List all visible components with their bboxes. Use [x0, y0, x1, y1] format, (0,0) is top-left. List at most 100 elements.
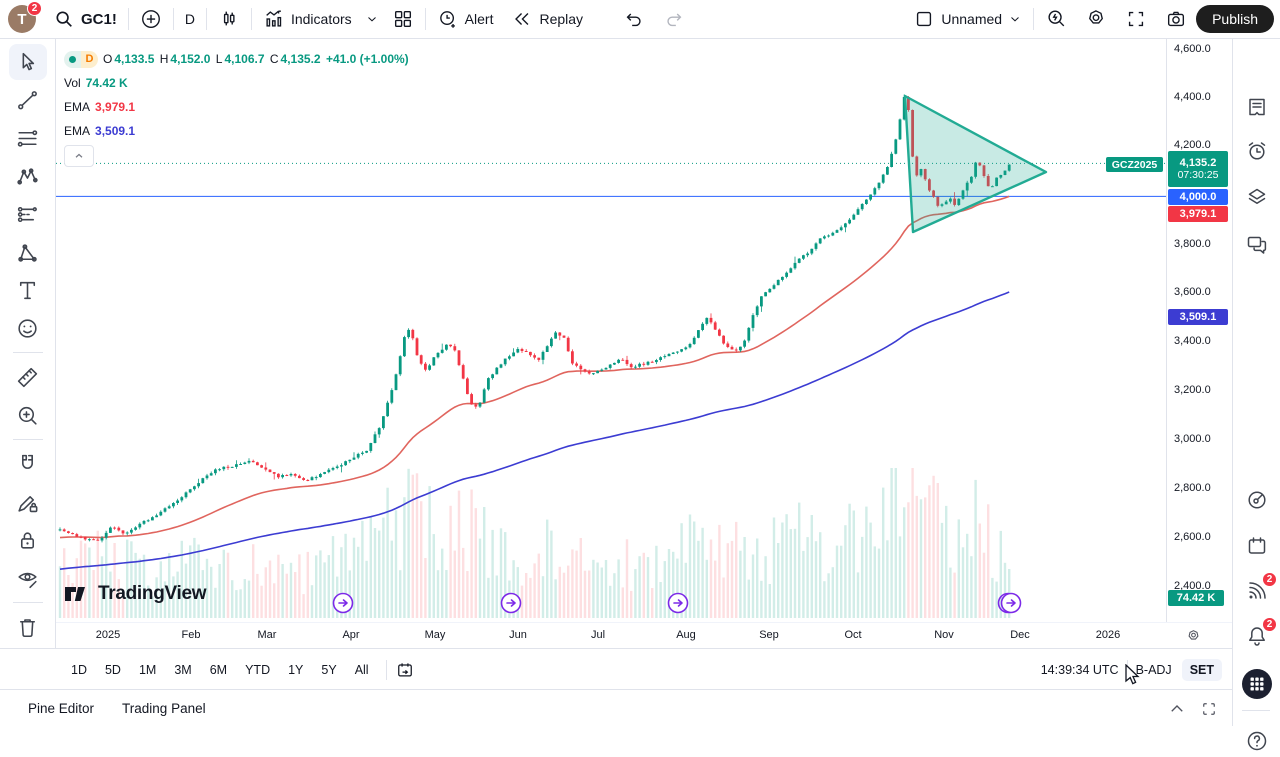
last-price-badge: 4,135.2 07:30:25: [1168, 151, 1228, 187]
time-tick: Oct: [844, 629, 861, 641]
tab-trading-panel[interactable]: Trading Panel: [122, 701, 206, 716]
legend-volume-row[interactable]: Vol 74.42 K: [64, 73, 411, 93]
fullscreen-button[interactable]: [1116, 4, 1156, 34]
time-tick: Nov: [934, 629, 954, 641]
text-tool[interactable]: [9, 272, 47, 308]
fullscreen-icon: [1125, 8, 1147, 30]
volume-badge-value: 74.42 K: [1177, 592, 1216, 604]
lock-all-drawings-tool[interactable]: [9, 522, 47, 558]
expand-panel-chevron-icon[interactable]: [1168, 700, 1186, 718]
measure-tool[interactable]: [9, 359, 47, 395]
clock-utc[interactable]: 14:39:34 UTC: [1041, 663, 1119, 677]
publish-button[interactable]: Publish: [1196, 5, 1274, 33]
drawing-mode-lock-tool[interactable]: [9, 484, 47, 520]
low-value: 4,106.7: [224, 52, 264, 66]
change-value: +41.0 (+1.00%): [326, 52, 409, 66]
legend-ema-slow-row[interactable]: EMA 3,509.1: [64, 121, 411, 141]
toolbar-separator: [206, 8, 207, 30]
screenshot-button[interactable]: [1156, 4, 1196, 34]
volume-badge: 74.42 K: [1168, 590, 1224, 606]
time-tick: Mar: [258, 629, 277, 641]
indicators-templates-dropdown[interactable]: [361, 4, 383, 34]
time-tick: Sep: [759, 629, 779, 641]
settings-button[interactable]: [1076, 4, 1116, 34]
cursor-tool[interactable]: [9, 44, 47, 80]
time-tick: May: [425, 629, 446, 641]
redo-button[interactable]: [654, 4, 694, 34]
help-icon[interactable]: [1241, 725, 1273, 757]
undo-button[interactable]: [614, 4, 654, 34]
xabcd-pattern-tool[interactable]: [9, 158, 47, 194]
range-button-5d[interactable]: 5D: [97, 659, 129, 681]
interval-label: D: [185, 11, 195, 27]
notifications-icon[interactable]: 2: [1241, 620, 1273, 652]
series-status-pill[interactable]: D: [64, 51, 98, 68]
price-tick: 2,600.0: [1174, 531, 1211, 543]
layout-grid-button[interactable]: [383, 4, 423, 34]
settlement-toggle[interactable]: SET: [1182, 659, 1222, 681]
high-value: 4,152.0: [170, 52, 210, 66]
user-avatar[interactable]: T 2: [8, 5, 36, 33]
axis-settings-gear-icon[interactable]: [1185, 628, 1202, 645]
range-button-3m[interactable]: 3M: [166, 659, 199, 681]
save-layout-button[interactable]: Unnamed: [904, 4, 1031, 34]
watchlist-icon[interactable]: [1241, 91, 1273, 123]
forecast-measure-tool[interactable]: [9, 196, 47, 232]
quick-search-button[interactable]: [1036, 4, 1076, 34]
apps-grid-button[interactable]: [1242, 669, 1272, 699]
chart-style-button[interactable]: [209, 4, 249, 34]
magnet-tool[interactable]: [9, 446, 47, 482]
indicators-button[interactable]: Indicators: [254, 4, 361, 34]
trendline-tool[interactable]: [9, 82, 47, 118]
price-axis[interactable]: 4,135.2 07:30:25 4,000.0 3,979.1 3,509.1…: [1166, 38, 1233, 622]
horizontal-line-price-badge: 4,000.0: [1168, 189, 1228, 205]
range-button-1m[interactable]: 1M: [131, 659, 164, 681]
remove-objects-tool[interactable]: [9, 609, 47, 645]
tradingview-logo-text: TradingView: [98, 583, 206, 605]
quick-search-icon: [1045, 8, 1067, 30]
toolbar-separator: [173, 8, 174, 30]
ema-fast-price-value: 3,979.1: [1180, 208, 1217, 220]
alerts-icon[interactable]: [1241, 135, 1273, 167]
zoom-in-tool[interactable]: [9, 397, 47, 433]
range-button-all[interactable]: All: [347, 659, 377, 681]
hide-drawings-tool[interactable]: [9, 560, 47, 596]
range-button-1d[interactable]: 1D: [63, 659, 95, 681]
streams-icon[interactable]: 2: [1241, 575, 1273, 607]
price-tick: 4,200.0: [1174, 139, 1211, 151]
legend-ema-fast-row[interactable]: EMA 3,979.1: [64, 97, 411, 117]
calendar-icon[interactable]: [1241, 530, 1273, 562]
tradingview-logo[interactable]: TradingView: [64, 583, 206, 605]
shapes-tool[interactable]: [9, 234, 47, 270]
legend-collapse-button[interactable]: [64, 145, 94, 167]
range-button-6m[interactable]: 6M: [202, 659, 235, 681]
camera-icon: [1165, 8, 1187, 30]
symbol-search-button[interactable]: GC1!: [44, 4, 126, 34]
object-tree-icon[interactable]: [1241, 181, 1273, 213]
tab-pine-editor[interactable]: Pine Editor: [28, 701, 94, 716]
maximize-panel-icon[interactable]: [1200, 700, 1218, 718]
toolbar-separator: [425, 8, 426, 30]
chat-icon[interactable]: [1241, 228, 1273, 260]
ema-fast-price-badge: 3,979.1: [1168, 206, 1228, 222]
price-tick: 3,400.0: [1174, 335, 1211, 347]
chevron-up-icon: [73, 150, 85, 162]
ema-fast-value: 3,979.1: [95, 100, 135, 114]
go-to-date-icon[interactable]: [395, 660, 415, 680]
range-button-ytd[interactable]: YTD: [237, 659, 278, 681]
alert-button[interactable]: Alert: [428, 4, 503, 34]
low-label: L: [216, 52, 223, 66]
emoji-tool[interactable]: [9, 310, 47, 346]
close-value: 4,135.2: [281, 52, 321, 66]
range-button-5y[interactable]: 5Y: [313, 659, 344, 681]
interval-button[interactable]: D: [176, 4, 204, 34]
replay-button[interactable]: Replay: [502, 4, 592, 34]
fib-retracement-tool[interactable]: [9, 120, 47, 156]
range-button-1y[interactable]: 1Y: [280, 659, 311, 681]
streams-icon-badge: 2: [1262, 572, 1277, 587]
compare-add-button[interactable]: [131, 4, 171, 34]
scanner-icon[interactable]: [1241, 484, 1273, 516]
